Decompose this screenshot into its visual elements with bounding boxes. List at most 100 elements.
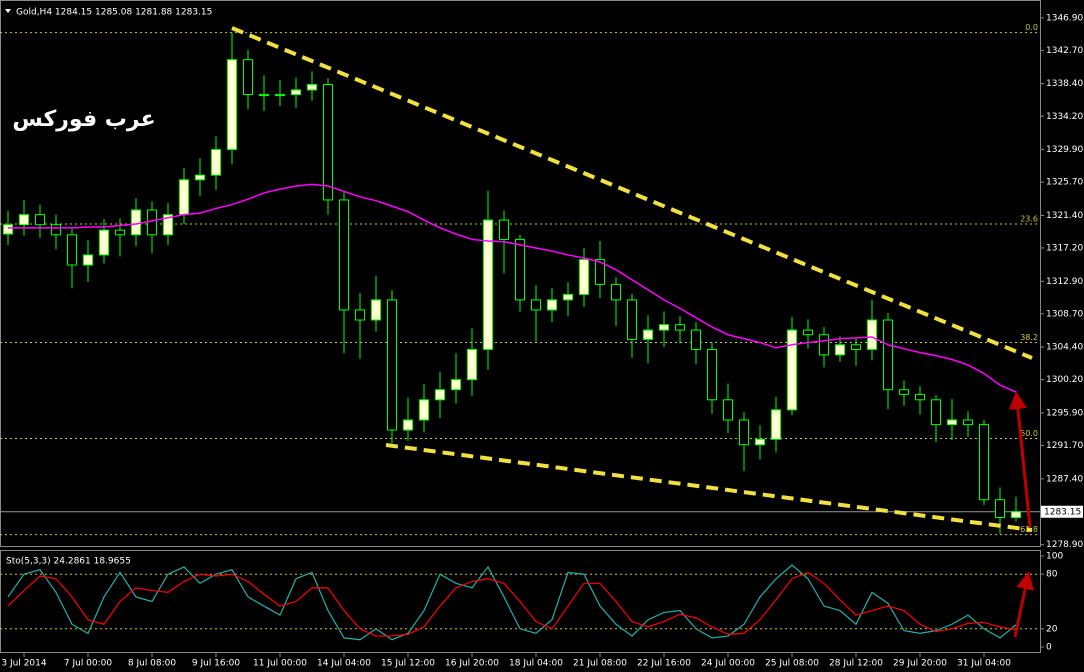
fib-label: 38.2	[1020, 333, 1038, 342]
candle-body	[467, 348, 477, 381]
candle-body	[979, 424, 989, 501]
candle-body	[851, 344, 861, 350]
candle-body	[243, 59, 253, 96]
candle-body	[835, 344, 845, 356]
menu-triangle	[5, 9, 11, 13]
candle-body	[867, 319, 877, 350]
y-tick-label: 1329.90	[1046, 145, 1083, 155]
x-tick-label: 21 Jul 08:00	[573, 659, 627, 669]
candle-body	[435, 389, 445, 401]
stochastic-line	[7, 564, 1017, 641]
y-tick-label: 1278.90	[1046, 540, 1083, 550]
candle-body	[483, 219, 493, 350]
candle-body	[275, 94, 285, 97]
x-tick-label: 22 Jul 16:00	[637, 659, 691, 669]
candle-body	[595, 259, 605, 285]
candle-body	[131, 209, 141, 236]
candle-body	[723, 399, 733, 421]
candle-body	[323, 83, 333, 201]
candle-body	[627, 299, 637, 340]
candle-body	[147, 209, 157, 236]
y-tick-label: 80	[1046, 570, 1058, 580]
y-tick-label: 1308.70	[1046, 309, 1083, 319]
watermark: عرب فوركس	[12, 107, 155, 132]
candle-body	[643, 329, 653, 340]
x-tick-label: 7 Jul 00:00	[64, 659, 113, 669]
y-tick-label: 1295.90	[1046, 408, 1083, 418]
y-tick-label: 1321.40	[1046, 211, 1083, 221]
candle-body	[579, 259, 589, 295]
x-tick-label: 25 Jul 08:00	[765, 659, 819, 669]
candle-body	[947, 419, 957, 426]
indicator-title: Sto(5,3,3) 24.2861 18.9655	[6, 557, 131, 567]
candle-body	[291, 89, 301, 96]
stochastic-line	[7, 571, 1017, 637]
y-tick-label: 1346.90	[1046, 13, 1083, 23]
candle-body	[259, 94, 269, 97]
x-tick-label: 15 Jul 12:00	[381, 659, 435, 669]
candle-body	[531, 299, 541, 311]
candle-body	[787, 329, 797, 411]
x-tick-label: 11 Jul 00:00	[253, 659, 307, 669]
fib-label: 0.0	[1025, 23, 1038, 32]
y-tick-label: 1334.20	[1046, 112, 1083, 122]
candle-body	[99, 229, 109, 256]
x-tick-label: 29 Jul 20:00	[893, 659, 947, 669]
candle-body	[371, 299, 381, 321]
candle-body	[227, 59, 237, 151]
y-tick-label: 1317.20	[1046, 243, 1083, 253]
candle-body	[419, 399, 429, 421]
arrow	[1013, 571, 1034, 638]
candle-body	[211, 149, 221, 176]
candle-body	[995, 499, 1005, 519]
chart-title: Gold,H4 1284.15 1285.08 1281.88 1283.15	[16, 8, 212, 18]
candle-body	[899, 389, 909, 395]
y-tick-label: 100	[1046, 552, 1063, 562]
x-tick-label: 28 Jul 12:00	[829, 659, 883, 669]
arrow	[1008, 391, 1032, 528]
candle-body	[739, 419, 749, 446]
y-tick-label: 1304.40	[1046, 343, 1083, 353]
y-tick-label: 0	[1046, 643, 1052, 653]
last-price-label: 1283.15	[1044, 507, 1081, 517]
candle-body	[547, 299, 557, 311]
candle-body	[915, 393, 925, 401]
candle-body	[355, 309, 365, 321]
candle-body	[499, 219, 509, 240]
candle-body	[83, 254, 93, 266]
x-tick-label: 24 Jul 00:00	[701, 659, 755, 669]
x-tick-label: 3 Jul 2014	[1, 659, 46, 669]
y-tick-label: 1291.70	[1046, 441, 1083, 451]
trend-line	[231, 26, 1033, 360]
y-tick-label: 1338.40	[1046, 79, 1083, 89]
y-tick-label: 1325.70	[1046, 178, 1083, 188]
candle-body	[1011, 511, 1021, 519]
x-tick-label: 14 Jul 04:00	[317, 659, 371, 669]
candle-body	[307, 83, 317, 91]
candle-body	[819, 334, 829, 356]
candle-body	[19, 214, 29, 226]
y-tick-label: 1312.90	[1046, 277, 1083, 287]
candle-body	[339, 199, 349, 311]
candle-body	[931, 399, 941, 426]
candle-body	[675, 324, 685, 331]
candle-body	[163, 214, 173, 236]
last-price-box	[1041, 505, 1083, 518]
candle-body	[659, 324, 669, 331]
trend-line	[385, 443, 1033, 532]
candle-body	[691, 329, 701, 350]
candle-body	[563, 293, 573, 301]
candle-body	[707, 348, 717, 401]
y-tick-label: 1300.20	[1046, 375, 1083, 385]
candle-body	[611, 283, 621, 301]
candle-body	[179, 179, 189, 216]
y-tick-label: 20	[1046, 624, 1058, 634]
candle-body	[451, 379, 461, 391]
fib-label: 50.0	[1020, 429, 1038, 438]
candle-body	[35, 214, 45, 226]
candle-body	[3, 224, 13, 235]
moving-average	[8, 183, 1017, 393]
x-tick-label: 8 Jul 08:00	[128, 659, 177, 669]
